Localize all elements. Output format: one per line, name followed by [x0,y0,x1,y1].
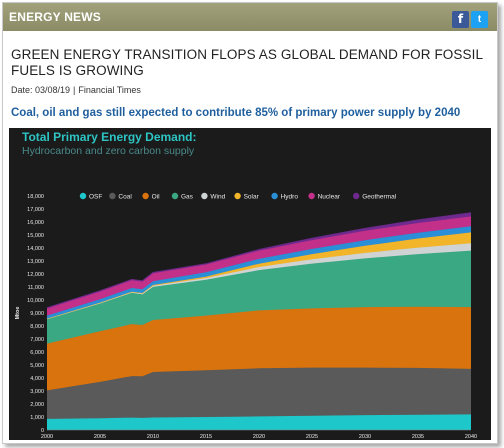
chart-subtitle: Hydrocarbon and zero carbon supply [22,145,195,157]
series-area-solar[interactable] [47,232,471,319]
stacked-area-chart: 0 1,000 2,000 3,000 4,000 5,000 6,000 7,000 8,00… [15,192,477,440]
legend-swatch-geothermal[interactable] [353,192,360,200]
x-tick-label: 2005 [94,434,106,440]
chart-panel: 0 1,000 2,000 3,000 4,000 5,000 6,000 7,000 8,00… [9,128,491,440]
legend-swatch-oil[interactable] [142,192,149,200]
series-area-coal[interactable] [47,367,471,419]
legend-label-coal[interactable]: Coal [118,193,132,200]
x-tick-label: 2010 [147,434,159,440]
x-tick-label: 2035 [412,434,424,440]
series-area-oil[interactable] [47,306,471,391]
y-tick-label: 9,000 [30,311,44,317]
series-line-coal [46,367,472,391]
y-tick-label: 11,000 [28,285,44,291]
x-tick-label: 2025 [306,434,318,440]
legend-swatch-coal[interactable] [109,192,116,200]
legend-swatch-osf[interactable] [79,192,87,200]
y-tick-label: 12,000 [27,272,44,278]
y-tick-label: 5,000 [30,363,44,369]
y-tick-label: 16,000 [27,220,44,226]
section-title: ENERGY NEWS [9,10,101,24]
article-meta: Date: 03/08/19 | Financial Times [11,85,141,95]
y-tick-label: 3,000 [30,389,44,395]
series-area-wind[interactable] [47,243,471,319]
y-tick-label: 4,000 [30,376,44,382]
series-area-hydro[interactable] [47,226,471,319]
article-headline: GREEN ENERGY TRANSITION FLOPS AS GLOBAL … [11,47,483,78]
y-tick-label: 2,000 [30,402,44,408]
legend-swatch-gas[interactable] [171,192,179,200]
article-date: Date: 03/08/19 [11,85,71,95]
twitter-icon[interactable]: t [471,11,488,28]
x-tick-label: 2015 [200,434,212,440]
y-tick-label: 8,000 [30,324,44,330]
y-tick-label: 18,000 [27,194,44,200]
y-tick-label: 15,000 [27,233,44,239]
legend-swatch-solar[interactable] [234,192,241,200]
y-tick-label: 10,000 [27,298,44,304]
y-tick-label: 1,000 [30,415,44,421]
article-frame: ENERGY NEWS f t GREEN ENERGY TRANSITION … [2,2,498,444]
series-line-geothermal [46,212,472,309]
legend-label-hydro[interactable]: Hydro [281,193,299,200]
chart-title: Total Primary Energy Demand: [22,130,197,144]
legend-label-gas[interactable]: Gas [181,193,194,200]
x-tick-label: 2020 [253,434,265,440]
legend-label-nuclear[interactable]: Nuclear [318,193,341,200]
y-axis-label: Mtoe [15,307,21,320]
section-header: ENERGY NEWS f t [3,3,497,31]
meta-separator: | [73,85,76,95]
y-tick-label: 17,000 [27,207,44,213]
y-tick-label: 6,000 [30,350,44,356]
y-tick-label: 14,000 [27,246,44,252]
article-subheadline: Coal, oil and gas still expected to cont… [11,107,461,119]
x-tick-label: 2000 [41,434,53,440]
series-area-osf[interactable] [47,414,471,430]
series-areas [46,212,472,430]
y-tick-label: 7,000 [30,337,44,343]
legend-label-solar[interactable]: Solar [244,193,260,200]
legend-swatch-wind[interactable] [201,192,208,200]
chart-legend: OSF Coal Oil Gas Wind Solar Hydro Nuclear Geothe… [79,192,397,200]
article-source: Financial Times [78,85,141,95]
legend-label-oil[interactable]: Oil [152,193,161,200]
x-tick-label: 2040 [465,434,477,440]
legend-label-osf[interactable]: OSF [89,193,102,200]
y-tick-label: 13,000 [27,259,44,265]
legend-swatch-nuclear[interactable] [308,192,315,200]
series-area-gas[interactable] [47,250,471,344]
x-tick-label: 2030 [359,434,371,440]
legend-label-geothermal[interactable]: Geothermal [362,193,397,200]
y-tick-label: 0 [41,428,44,434]
legend-label-wind[interactable]: Wind [210,193,225,200]
series-area-nuclear[interactable] [47,216,471,316]
legend-swatch-hydro[interactable] [271,192,278,200]
facebook-icon[interactable]: f [452,11,469,28]
